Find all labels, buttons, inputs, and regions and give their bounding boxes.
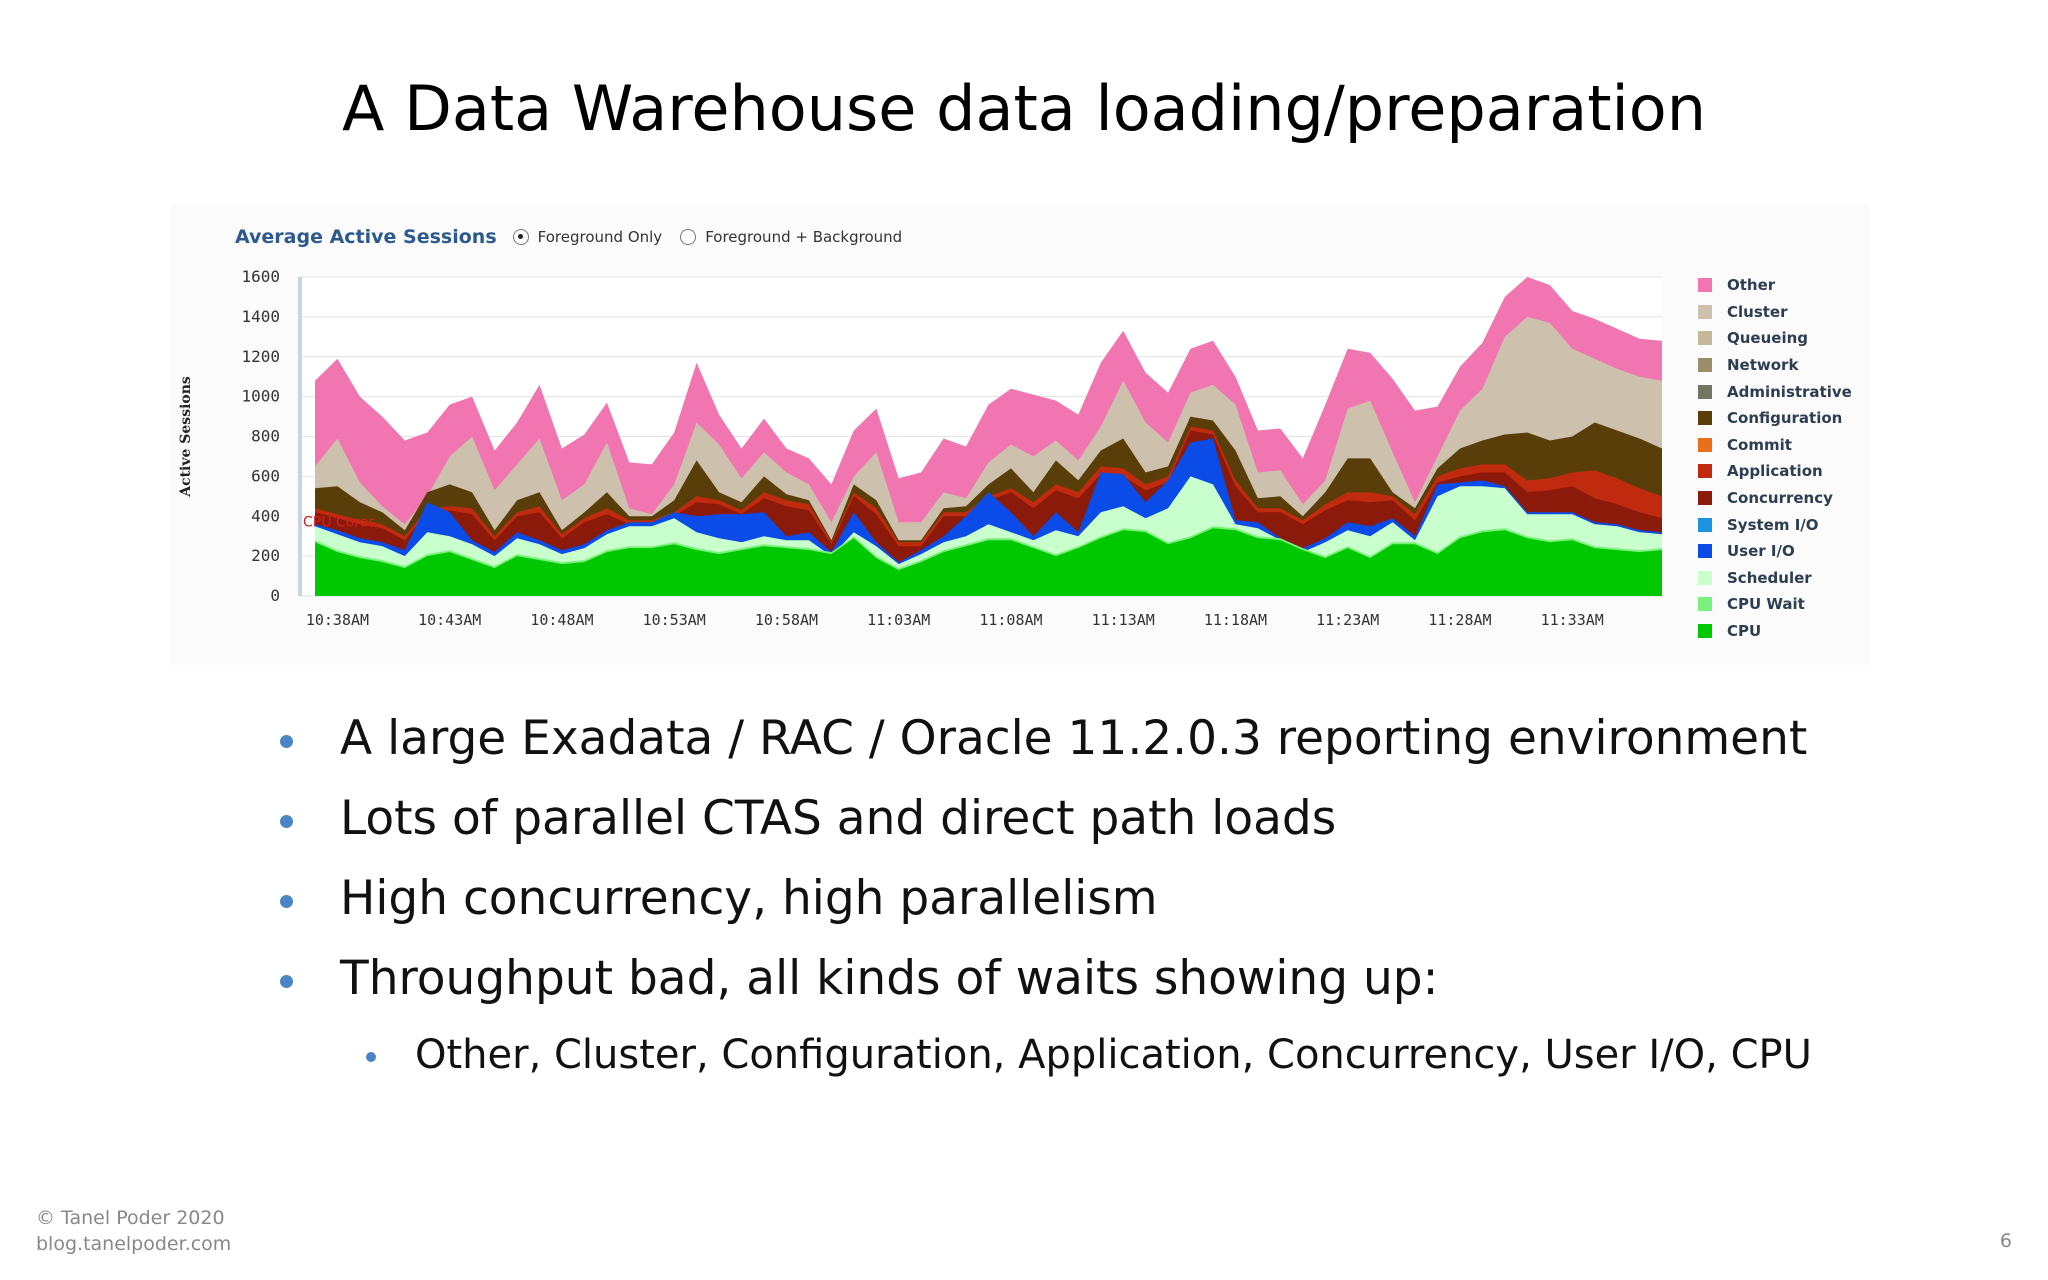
legend-swatch (1698, 384, 1712, 399)
legend-swatch (1698, 624, 1712, 639)
legend-label: CPU Wait (1727, 595, 1805, 614)
bullet-item: A large Exadata / RAC / Oracle 11.2.0.3 … (270, 705, 1830, 773)
legend-label: Network (1727, 356, 1799, 375)
legend-item: Other (1698, 272, 1852, 299)
y-tick-label: 1400 (241, 307, 280, 326)
legend-item: Network (1698, 352, 1852, 379)
legend-label: Cluster (1727, 302, 1788, 321)
legend-swatch (1698, 331, 1712, 346)
y-tick-label: 0 (270, 586, 280, 605)
legend-swatch (1698, 437, 1712, 452)
bullet-item: Lots of parallel CTAS and direct path lo… (270, 785, 1830, 853)
legend-item: Application (1698, 458, 1852, 485)
active-sessions-chart: 0 200 400 600 800 1000 1200 1400 1600 Active Sess… (178, 267, 1662, 629)
legend-swatch (1698, 544, 1712, 559)
x-tick-label: 11:28AM (1428, 611, 1491, 629)
y-tick-label: 400 (251, 506, 280, 525)
legend-swatch (1698, 278, 1712, 293)
legend-swatch (1698, 570, 1712, 585)
legend-label: CPU (1727, 622, 1762, 641)
x-tick-label: 11:18AM (1204, 611, 1267, 629)
foreground-background-label: Foreground + Background (705, 228, 903, 246)
legend-label: System I/O (1727, 515, 1819, 534)
legend-label: Other (1727, 276, 1776, 295)
legend-item: User I/O (1698, 538, 1852, 565)
x-tick-label: 11:13AM (1092, 611, 1155, 629)
legend-item: Queueing (1698, 325, 1852, 352)
y-axis-label: Active Sessions (178, 376, 194, 498)
legend-swatch (1698, 517, 1712, 532)
y-axis-line (298, 277, 302, 596)
legend-item: CPU (1698, 618, 1852, 645)
blog-url: blog.tanelpoder.com (36, 1233, 232, 1255)
legend-swatch (1698, 597, 1712, 612)
chart-legend: Other Cluster Queueing Network Administrativ… (1698, 272, 1852, 644)
page-number: 6 (1999, 1230, 2012, 1252)
legend-label: Concurrency (1727, 489, 1833, 508)
legend-item: Cluster (1698, 299, 1852, 326)
legend-item: CPU Wait (1698, 591, 1852, 618)
radio-selected-icon[interactable] (512, 229, 529, 245)
legend-label: User I/O (1727, 542, 1795, 561)
y-tick-label: 1000 (241, 387, 280, 406)
x-tick-label: 10:58AM (755, 611, 818, 629)
footer: © Tanel Poder 2020 blog.tanelpoder.com (36, 1205, 231, 1257)
legend-label: Queueing (1727, 329, 1809, 348)
bullet-item: Throughput bad, all kinds of waits showi… (270, 945, 1830, 1013)
legend-item: Concurrency (1698, 485, 1852, 512)
chart-title: Average Active Sessions (235, 226, 497, 248)
legend-swatch (1698, 464, 1712, 479)
foreground-only-label: Foreground Only (537, 228, 663, 246)
sub-bullet-item: Other, Cluster, Configuration, Applicati… (270, 1025, 1830, 1085)
legend-item: System I/O (1698, 511, 1852, 538)
legend-item: Scheduler (1698, 565, 1852, 592)
legend-label: Commit (1727, 435, 1792, 454)
bullet-item: High concurrency, high parallelism (270, 865, 1830, 933)
x-tick-label: 11:08AM (979, 611, 1042, 629)
legend-label: Configuration (1727, 409, 1843, 428)
bullet-list: A large Exadata / RAC / Oracle 11.2.0.3 … (270, 705, 1830, 1085)
slide-title: A Data Warehouse data loading/preparatio… (342, 72, 1706, 145)
y-tick-label: 800 (251, 427, 280, 446)
x-tick-label: 10:43AM (418, 611, 481, 629)
legend-label: Administrative (1727, 382, 1852, 401)
legend-swatch (1698, 491, 1712, 506)
legend-item: Commit (1698, 432, 1852, 459)
radio-unselected-icon[interactable] (680, 229, 697, 245)
chart-header: Average Active Sessions Foreground Only … (235, 222, 920, 252)
x-tick-label: 10:48AM (530, 611, 593, 629)
legend-swatch (1698, 358, 1712, 373)
legend-swatch (1698, 304, 1712, 319)
x-tick-label: 10:38AM (306, 611, 369, 629)
copyright-text: © Tanel Poder 2020 (36, 1207, 225, 1229)
y-tick-label: 600 (251, 466, 280, 485)
foreground-background-radio[interactable]: Foreground + Background (680, 228, 902, 246)
area-series-cpu (315, 528, 1662, 596)
x-tick-label: 11:33AM (1541, 611, 1604, 629)
cpu-cores-annotation: CPU Cores (303, 514, 376, 530)
x-tick-label: 11:03AM (867, 611, 930, 629)
y-tick-label: 200 (251, 546, 280, 565)
legend-label: Application (1727, 462, 1823, 481)
x-tick-label: 11:23AM (1316, 611, 1379, 629)
y-tick-label: 1600 (241, 267, 280, 286)
foreground-only-radio[interactable]: Foreground Only (512, 228, 663, 246)
y-tick-label: 1200 (241, 347, 280, 366)
legend-item: Administrative (1698, 378, 1852, 405)
x-tick-label: 10:53AM (643, 611, 706, 629)
legend-label: Scheduler (1727, 568, 1812, 587)
legend-item: Configuration (1698, 405, 1852, 432)
legend-swatch (1698, 411, 1712, 426)
